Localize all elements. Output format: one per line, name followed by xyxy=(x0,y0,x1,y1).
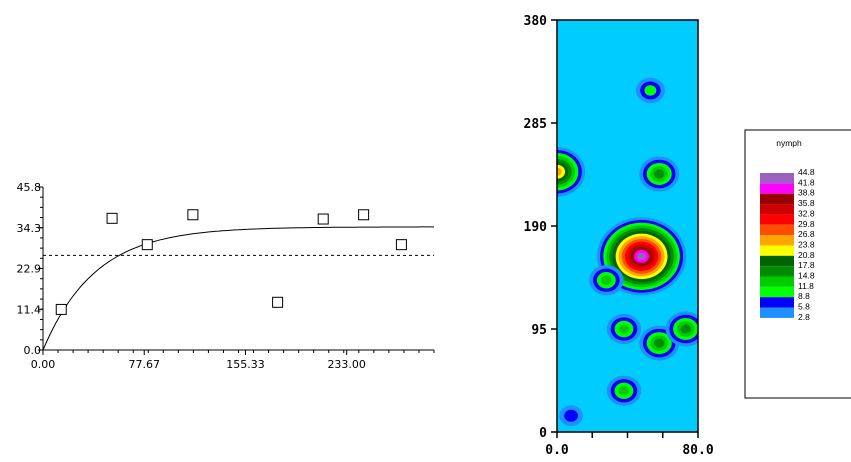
variogram-chart: 0.0 11.4 22.9 34.3 45.8 0.00 77.67 155.33 233.00 xyxy=(17,181,435,371)
legend-swatch xyxy=(760,286,794,298)
legend-swatch xyxy=(760,245,794,256)
legend-label: 29.8 xyxy=(798,219,815,229)
legend-label: 17.8 xyxy=(798,260,815,270)
contour-ring xyxy=(680,324,691,334)
contour-layer xyxy=(557,77,698,427)
contour-ring xyxy=(654,169,665,179)
legend-label: 35.8 xyxy=(798,198,815,208)
contour-ring xyxy=(557,167,562,176)
legend-swatch xyxy=(760,173,794,184)
contour-ring xyxy=(654,338,665,348)
map-x-tick-label: 0.0 xyxy=(545,443,569,458)
y-tick-label: 34.3 xyxy=(17,222,42,235)
data-point xyxy=(395,239,407,251)
legend-label: 2.8 xyxy=(798,312,810,322)
contour-ring xyxy=(644,85,657,96)
legend-label: 32.8 xyxy=(798,208,815,218)
x-tick-label: 233.00 xyxy=(327,358,366,371)
data-point xyxy=(317,213,329,225)
contour-ring xyxy=(564,409,578,422)
legend-swatch xyxy=(760,266,794,277)
model-curve xyxy=(42,226,434,351)
data-point xyxy=(187,209,199,221)
legend-label: 14.8 xyxy=(798,271,815,281)
y-tick-label: 22.9 xyxy=(17,263,42,276)
y-tick-label: 45.8 xyxy=(17,181,42,194)
map-y-tick-label: 190 xyxy=(524,220,548,235)
legend-label: 5.8 xyxy=(798,302,810,312)
y-tick-label: 0.0 xyxy=(24,344,42,357)
legend-label: 26.8 xyxy=(798,229,815,239)
contour-ring xyxy=(600,275,612,286)
data-point xyxy=(358,209,370,221)
contour-ring xyxy=(618,324,630,334)
legend-swatch xyxy=(760,204,794,215)
legend-label: 23.8 xyxy=(798,239,815,249)
legend-swatch xyxy=(760,224,794,236)
map-y-tick-label: 285 xyxy=(524,117,547,132)
legend-title: nymph xyxy=(776,138,802,148)
map-legend: nymph 44.841.838.835.832.829.826.823.820.… xyxy=(744,129,851,399)
map-y-tick-label: 380 xyxy=(524,14,548,29)
contour-ring xyxy=(618,385,630,396)
contour-ring xyxy=(637,252,646,261)
legend-swatch xyxy=(760,255,794,267)
legend-top-label: 44.8 xyxy=(798,167,815,177)
map-x-tick-label: 80.0 xyxy=(682,443,713,458)
y-tick-label: 11.4 xyxy=(17,303,42,316)
legend-label: 11.8 xyxy=(798,281,814,291)
contour-map-chart: 0 95 190 285 380 0.0 80.0 xyxy=(524,14,714,458)
legend-swatch xyxy=(760,214,794,225)
map-y-tick-label: 0 xyxy=(539,426,547,441)
x-tick-label: 155.33 xyxy=(226,358,265,371)
legend-swatch xyxy=(760,276,794,287)
data-point xyxy=(272,296,284,308)
legend-swatch xyxy=(760,183,794,194)
legend-swatch xyxy=(760,193,794,205)
map-y-tick-label: 95 xyxy=(531,323,547,338)
legend-label: 8.8 xyxy=(798,291,810,301)
legend-swatch xyxy=(760,307,794,318)
legend-label: 41.8 xyxy=(798,177,815,187)
legend-swatch xyxy=(760,235,794,246)
legend-swatch xyxy=(760,297,794,308)
data-point xyxy=(141,239,153,251)
data-point xyxy=(55,303,67,315)
data-point xyxy=(106,212,118,224)
legend-label: 38.8 xyxy=(798,188,815,198)
x-tick-label: 77.67 xyxy=(128,358,160,371)
legend-label: 20.8 xyxy=(798,250,815,260)
x-tick-label: 0.00 xyxy=(31,358,56,371)
